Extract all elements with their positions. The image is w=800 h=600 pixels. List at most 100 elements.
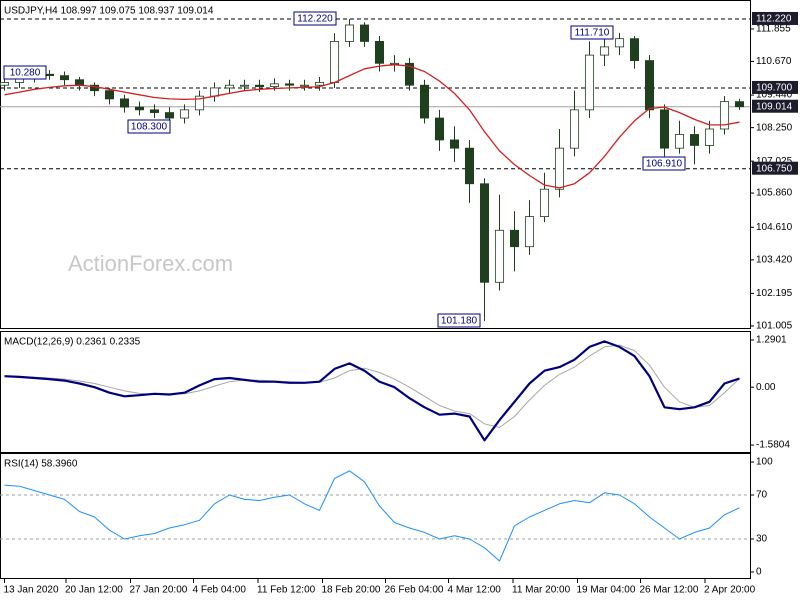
y-tick-label: 30 xyxy=(756,534,768,545)
annotation-box xyxy=(437,313,481,328)
candle-body xyxy=(404,62,415,86)
panel-title: MACD(12,26,9) 0.2361 0.2335 xyxy=(4,337,141,348)
annotation-box xyxy=(3,65,47,80)
last-price-label: 109.014 xyxy=(756,101,793,112)
y-tick-label: 109.440 xyxy=(756,90,793,101)
candle-body xyxy=(209,87,220,97)
panel-title: USDJPY,H4 108.997 109.075 108.937 109.01… xyxy=(4,6,214,17)
candle-body xyxy=(524,216,535,248)
level-label: 109.700 xyxy=(756,83,793,94)
x-tick-label: 26 Feb 04:00 xyxy=(385,585,444,596)
candle-body xyxy=(44,73,55,77)
y-tick-label: 70 xyxy=(756,490,768,501)
candle-body xyxy=(494,229,505,283)
x-tick-label: 13 Jan 2020 xyxy=(4,585,59,596)
candle-body xyxy=(194,95,205,111)
x-tick-label: 18 Feb 20:00 xyxy=(322,585,381,596)
level-box xyxy=(752,80,798,94)
candle-body xyxy=(449,139,460,149)
level-box xyxy=(752,161,798,175)
series-line xyxy=(4,470,740,562)
candle-body xyxy=(539,188,550,217)
y-tick-label: 1.2901 xyxy=(756,335,787,346)
annotation: 106.910 xyxy=(646,159,683,170)
candle-body xyxy=(224,84,235,89)
level-label: 106.750 xyxy=(756,163,793,174)
series-line xyxy=(4,64,740,189)
y-tick-label: -1.5804 xyxy=(756,440,790,451)
candle-body xyxy=(614,38,625,48)
x-tick-label: 4 Mar 12:00 xyxy=(448,585,502,596)
candle-body xyxy=(314,82,325,86)
panel: 111.855 110.670 109.440 108.250 107.025 105.8… xyxy=(0,0,798,332)
candle-body xyxy=(179,109,190,119)
y-tick-label: 0.00 xyxy=(756,382,776,393)
x-tick-label: 11 Feb 12:00 xyxy=(257,585,316,596)
candle-body xyxy=(0,82,10,86)
y-tick-label: 105.860 xyxy=(756,188,793,199)
annotation: 111.710 xyxy=(575,28,610,39)
annotation: 10.280 xyxy=(10,68,41,79)
candle-body xyxy=(419,84,430,119)
candle-body xyxy=(659,109,670,149)
candle-body xyxy=(269,83,280,87)
y-tick-label: 102.195 xyxy=(756,288,793,299)
y-tick-label: 104.610 xyxy=(756,222,793,233)
candle-body xyxy=(59,75,70,81)
panel-frame xyxy=(0,453,751,579)
last-price-box xyxy=(752,99,798,113)
candle-body xyxy=(374,41,385,64)
candle-body xyxy=(119,98,130,108)
candle-body xyxy=(104,90,115,100)
candle-body xyxy=(689,134,700,146)
y-tick-label: 107.025 xyxy=(756,156,793,167)
annotation: 112.220 xyxy=(297,14,333,25)
y-tick-label: 111.855 xyxy=(756,24,791,35)
candle-body xyxy=(74,79,85,86)
x-tick-label: 20 Jan 12:00 xyxy=(65,585,123,596)
candle-body xyxy=(734,101,745,108)
candle-body xyxy=(329,41,340,83)
candle-body xyxy=(254,84,265,87)
candle-body xyxy=(464,147,475,185)
y-tick-label: 103.420 xyxy=(756,254,793,265)
candle-body xyxy=(284,83,295,86)
y-tick-label: 0 xyxy=(756,567,762,578)
candle-body xyxy=(344,24,355,42)
x-tick-label: 19 Mar 04:00 xyxy=(577,585,636,596)
candle-body xyxy=(299,84,310,87)
candle-body xyxy=(644,60,655,111)
candle-body xyxy=(629,38,640,61)
candle-body xyxy=(584,54,595,111)
x-tick-label: 2 Apr 20:00 xyxy=(704,585,756,596)
candle-body xyxy=(134,106,145,111)
y-tick-label: 110.670 xyxy=(756,56,792,67)
level-label: 112.220 xyxy=(756,14,792,25)
panel-frame xyxy=(0,0,751,329)
annotation: 101.180 xyxy=(441,316,478,327)
y-tick-label: 100 xyxy=(756,457,773,468)
y-tick-label: 108.250 xyxy=(756,122,793,133)
candle-body xyxy=(674,134,685,149)
candle-body xyxy=(149,109,160,113)
candle-body xyxy=(359,24,370,42)
candle-body xyxy=(704,128,715,146)
x-tick-label: 4 Feb 04:00 xyxy=(193,585,247,596)
annotation-box xyxy=(127,119,171,134)
candle-body xyxy=(599,46,610,56)
candle-body xyxy=(164,112,175,119)
panel-frame xyxy=(0,331,751,453)
candle-body xyxy=(554,147,565,190)
x-tick-label: 27 Jan 20:00 xyxy=(130,585,188,596)
watermark: ActionForex.com xyxy=(68,251,233,276)
panel: 100 70 30 0 RSI(14) 58.3960 13 Jan 2020 20 Jan… xyxy=(0,453,773,596)
y-tick-label: 101.005 xyxy=(756,321,793,332)
candle-body xyxy=(719,101,730,130)
candle-body xyxy=(239,84,250,87)
x-tick-label: 11 Mar 20:00 xyxy=(512,585,571,596)
panel-title: RSI(14) 58.3960 xyxy=(4,459,78,470)
annotation-box xyxy=(570,25,614,40)
annotation-box xyxy=(642,156,686,171)
